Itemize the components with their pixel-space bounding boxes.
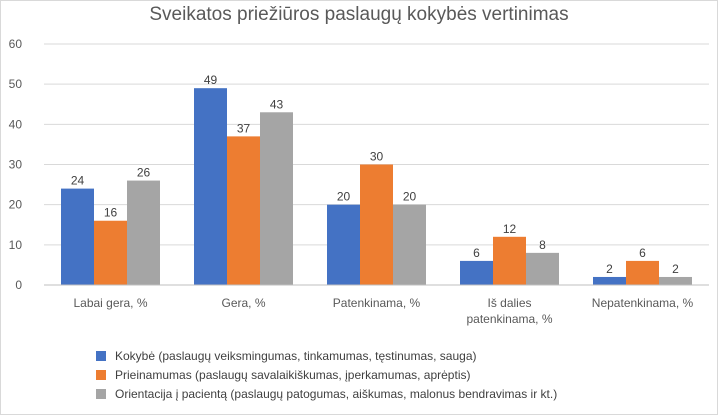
bar-data-label: 20 — [403, 190, 417, 204]
y-tick-label: 10 — [9, 238, 23, 252]
bar-data-label: 12 — [503, 222, 517, 236]
x-tick-label: Labai gera, % — [73, 296, 147, 310]
legend-label: Prieinamumas (paslaugų savalaikiškumas, … — [115, 367, 471, 382]
bar — [626, 260, 659, 285]
y-tick-label: 20 — [9, 198, 23, 212]
legend-swatch — [96, 369, 106, 380]
bar — [127, 180, 160, 285]
legend-item: Prieinamumas (paslaugų savalaikiškumas, … — [96, 366, 557, 383]
x-tick-label: Gera, % — [221, 296, 265, 310]
bar-data-label: 26 — [137, 166, 151, 180]
y-tick-label: 60 — [9, 37, 23, 51]
bar — [94, 220, 127, 285]
bar-data-label: 20 — [337, 190, 351, 204]
y-tick-label: 30 — [9, 158, 23, 172]
x-tick-label: Patenkinama, % — [333, 296, 421, 310]
bar — [327, 204, 360, 285]
bar-data-label: 2 — [606, 262, 613, 276]
bar — [194, 88, 227, 285]
bar — [360, 164, 393, 285]
bar — [593, 276, 626, 285]
bar — [526, 252, 559, 285]
bar-data-label: 8 — [539, 238, 546, 252]
bar-data-label: 6 — [473, 246, 480, 260]
bar-data-label: 30 — [370, 150, 384, 164]
y-tick-label: 50 — [9, 77, 23, 91]
bar-data-label: 6 — [639, 246, 646, 260]
x-tick-label: Nepatenkinama, % — [592, 296, 694, 310]
bar — [61, 188, 94, 285]
bar-data-label: 24 — [71, 174, 85, 188]
bar-data-label: 49 — [204, 73, 218, 87]
legend-label: Orientacija į pacientą (paslaugų patogum… — [115, 386, 558, 401]
y-tick-label: 40 — [9, 117, 23, 131]
bar — [659, 276, 692, 285]
chart-legend: Kokybė (paslaugų veiksmingumas, tinkamum… — [96, 347, 557, 404]
legend-label: Kokybė (paslaugų veiksmingumas, tinkamum… — [115, 348, 477, 363]
legend-swatch — [96, 388, 106, 399]
bar-data-label: 16 — [104, 206, 118, 220]
bar — [393, 204, 426, 285]
y-tick-label: 0 — [15, 278, 22, 292]
x-tick-label: patenkinama, % — [466, 312, 552, 326]
x-tick-label: Iš dalies — [487, 296, 531, 310]
bar — [493, 236, 526, 285]
bar — [227, 136, 260, 285]
bar-data-label: 43 — [270, 97, 284, 111]
bar-data-label: 2 — [672, 262, 679, 276]
bar-data-label: 37 — [237, 121, 251, 135]
legend-swatch — [96, 350, 106, 361]
bar — [260, 112, 293, 286]
bar — [460, 260, 493, 285]
legend-item: Orientacija į pacientą (paslaugų patogum… — [96, 385, 557, 402]
legend-item: Kokybė (paslaugų veiksmingumas, tinkamum… — [96, 347, 557, 364]
chart-title: Sveikatos priežiūros paslaugų kokybės ve… — [149, 4, 569, 25]
